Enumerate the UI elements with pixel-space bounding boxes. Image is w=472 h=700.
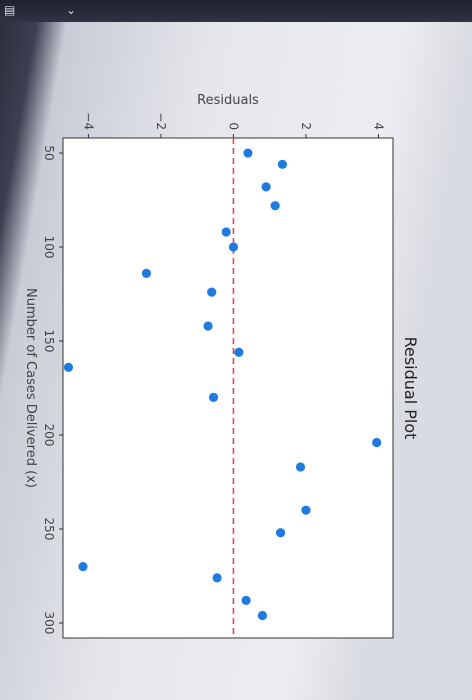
residual-point: [275, 528, 286, 538]
x-axis-label: Number of Cases Delivered (x): [23, 288, 38, 488]
x-tick-label: 150: [42, 330, 56, 353]
chevron-down-icon[interactable]: ⌄: [66, 3, 77, 17]
y-tick-label: −2: [154, 112, 168, 130]
menu-icon[interactable]: ▤: [4, 3, 16, 17]
x-tick-label: 50: [42, 145, 56, 160]
residual-point: [212, 573, 222, 583]
x-tick-label: 100: [42, 236, 56, 259]
residual-point: [270, 201, 280, 211]
residual-point: [234, 347, 244, 357]
x-tick-label: 200: [42, 424, 56, 447]
residual-point: [295, 462, 306, 472]
y-axis-label: Residuals: [197, 93, 259, 108]
y-tick-label: −4: [81, 112, 95, 130]
residual-point: [141, 268, 152, 278]
residual-point: [208, 392, 219, 402]
residual-point: [257, 610, 268, 621]
top-bar: ▤ ⌄: [0, 0, 472, 22]
residual-point: [228, 242, 239, 252]
x-tick-label: 250: [42, 518, 56, 541]
chart-title: Residual Plot: [401, 337, 420, 440]
residual-point: [301, 505, 311, 515]
y-tick-label: 2: [299, 122, 313, 130]
residual-point: [277, 159, 287, 169]
residual-point: [221, 227, 231, 237]
residual-point: [63, 362, 74, 372]
residual-point: [203, 321, 213, 331]
x-tick-label: 300: [42, 612, 56, 635]
residual-point: [243, 148, 253, 158]
residual-point: [372, 437, 382, 448]
residual-point: [78, 561, 88, 572]
plot-frame: [62, 137, 394, 639]
residual-point: [241, 595, 251, 606]
residual-point: [207, 287, 217, 297]
y-tick-label: 0: [226, 122, 240, 130]
y-tick-label: 4: [371, 122, 385, 130]
residual-point: [261, 182, 271, 192]
